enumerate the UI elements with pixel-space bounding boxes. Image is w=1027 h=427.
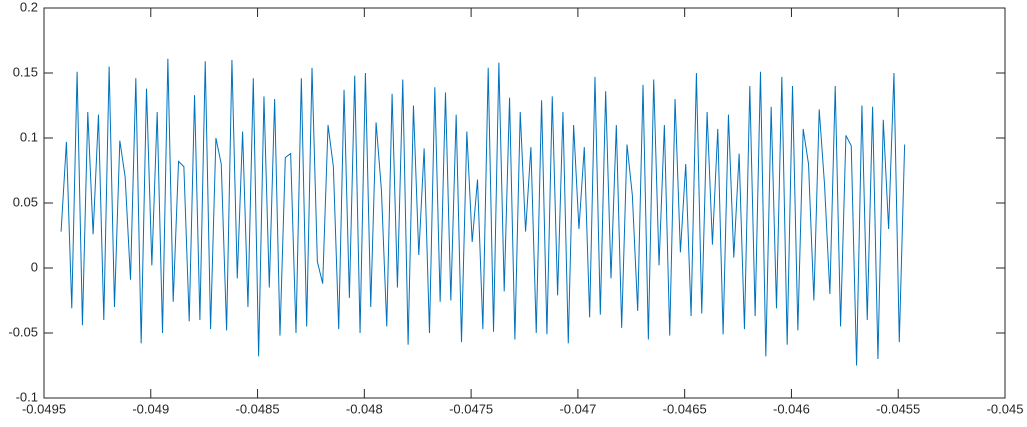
x-tick-label: -0.048 xyxy=(346,401,383,416)
x-tick-label: -0.0485 xyxy=(236,401,280,416)
y-tick-label: 0.05 xyxy=(13,194,38,209)
x-tick-label: -0.049 xyxy=(132,401,169,416)
x-tick-label: -0.0465 xyxy=(663,401,707,416)
x-tick-label: -0.045 xyxy=(987,401,1024,416)
y-tick-label: 0 xyxy=(31,259,38,274)
data-line xyxy=(60,58,906,366)
y-tick-label: -0.1 xyxy=(16,389,38,404)
x-tick-label: -0.046 xyxy=(773,401,810,416)
x-tick-label: -0.0455 xyxy=(876,401,920,416)
x-tick-label: -0.0475 xyxy=(449,401,493,416)
y-tick-label: -0.05 xyxy=(8,324,38,339)
y-tick-label: 0.15 xyxy=(13,64,38,79)
y-tick-label: 0.2 xyxy=(20,0,38,14)
y-tick-label: 0.1 xyxy=(20,129,38,144)
x-tick-label: -0.047 xyxy=(559,401,596,416)
x-tick-label: -0.0495 xyxy=(22,401,66,416)
